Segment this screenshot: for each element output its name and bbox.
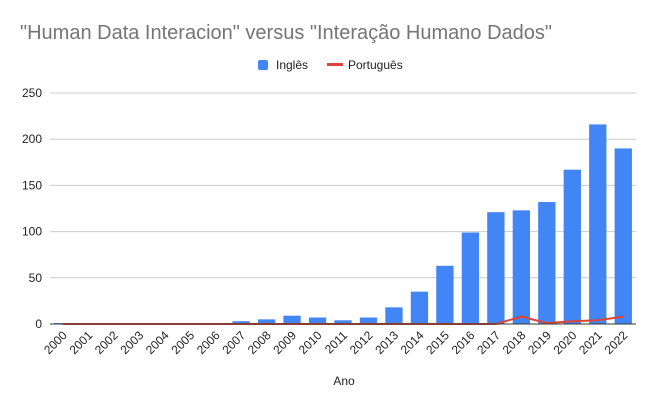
x-tick-label: 2019 [525, 328, 554, 357]
x-tick-label: 2005 [168, 328, 197, 357]
bar-2018 [512, 210, 531, 324]
bar-2013 [385, 307, 403, 324]
x-tick-label: 2009 [270, 328, 299, 357]
x-tick-label: 2013 [372, 328, 401, 357]
y-tick-label: 50 [29, 271, 43, 285]
bar-2017 [487, 212, 505, 324]
legend-swatch-portugues [327, 63, 343, 66]
x-tick-label: 2000 [41, 328, 70, 357]
legend-label-ingles: Inglês [276, 58, 308, 72]
x-tick-label: 2021 [576, 328, 605, 357]
y-axis-ticks: 0 50 100 150 200 250 [22, 86, 42, 331]
bar-series-ingles [54, 124, 632, 324]
bar-2011 [334, 320, 352, 324]
bar-2022 [614, 148, 632, 324]
y-tick-label: 100 [22, 225, 42, 239]
x-tick-label: 2003 [118, 328, 147, 357]
x-tick-label: 2012 [347, 328, 376, 357]
x-tick-label: 2020 [551, 328, 580, 357]
x-tick-label: 2010 [296, 328, 325, 357]
x-tick-label: 2022 [602, 328, 631, 357]
x-tick-label: 2017 [474, 328, 503, 357]
x-tick-label: 2004 [143, 328, 172, 357]
bar-2012 [359, 317, 378, 324]
x-tick-label: 2006 [194, 328, 223, 357]
y-tick-label: 200 [22, 132, 42, 146]
bar-2009 [283, 315, 301, 324]
x-tick-label: 2007 [219, 328, 248, 357]
x-tick-label: 2016 [449, 328, 478, 357]
y-tick-label: 150 [22, 178, 42, 192]
bar-2021 [589, 124, 607, 324]
bar-2019 [538, 202, 556, 324]
x-axis-title: Ano [333, 374, 355, 388]
x-tick-label: 2001 [67, 328, 96, 357]
x-axis-ticks: 2000200120022003200420052006200720082009… [41, 328, 631, 357]
bar-2016 [461, 232, 480, 324]
x-tick-label: 2011 [322, 328, 350, 356]
bar-2010 [308, 317, 327, 324]
x-tick-label: 2002 [92, 328, 121, 357]
x-tick-label: 2018 [500, 328, 529, 357]
x-tick-label: 2008 [245, 328, 274, 357]
legend-swatch-ingles [258, 60, 268, 70]
x-tick-label: 2014 [398, 328, 427, 357]
y-tick-label: 250 [22, 86, 42, 100]
bar-2008 [257, 319, 276, 324]
legend: Inglês Português [258, 58, 403, 72]
bar-2015 [436, 265, 454, 324]
bar-2020 [563, 169, 581, 324]
y-tick-label: 0 [35, 317, 42, 331]
bar-2007 [232, 321, 250, 324]
chart-title: "Human Data Interacion" versus "Interaçã… [20, 22, 552, 44]
legend-label-portugues: Português [348, 58, 403, 72]
x-tick-label: 2015 [423, 328, 452, 357]
bar-2014 [410, 291, 429, 324]
